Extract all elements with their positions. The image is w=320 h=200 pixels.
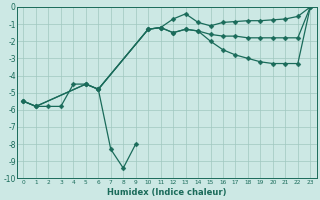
X-axis label: Humidex (Indice chaleur): Humidex (Indice chaleur) — [107, 188, 227, 197]
